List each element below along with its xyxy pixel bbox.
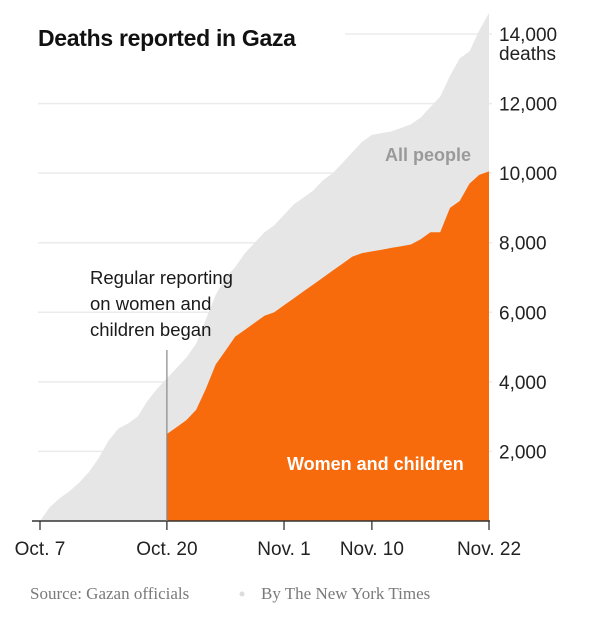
credit-note: By The New York Times: [261, 584, 430, 603]
y-tick-label: 10,000: [499, 164, 557, 185]
annotation-text: on women and: [90, 293, 211, 314]
annotation-text: Regular reporting: [90, 267, 233, 288]
x-tick-label: Oct. 7: [15, 539, 66, 560]
area-women-children: [166, 171, 490, 521]
y-tick-label: 8,000: [499, 234, 547, 255]
x-tick-label: Nov. 1: [257, 539, 311, 560]
annotation-text: children began: [90, 319, 211, 340]
title-background: [30, 18, 345, 58]
series-label-women-children: Women and children: [287, 454, 464, 474]
x-tick-label: Oct. 20: [136, 539, 197, 560]
chart-title: Deaths reported in Gaza: [38, 25, 296, 51]
footer-separator-dot: [239, 591, 245, 597]
y-tick-label: 4,000: [499, 373, 547, 394]
series-label-all-people: All people: [385, 145, 471, 165]
y-tick-label: 12,000: [499, 95, 557, 116]
x-tick-label: Nov. 10: [340, 539, 404, 560]
y-tick-label: 14,000: [499, 25, 557, 46]
y-unit-label: deaths: [499, 44, 556, 65]
x-tick-label: Nov. 22: [457, 539, 521, 560]
y-tick-label: 6,000: [499, 303, 547, 324]
source-note: Source: Gazan officials: [30, 584, 189, 603]
y-tick-label: 2,000: [499, 442, 547, 463]
